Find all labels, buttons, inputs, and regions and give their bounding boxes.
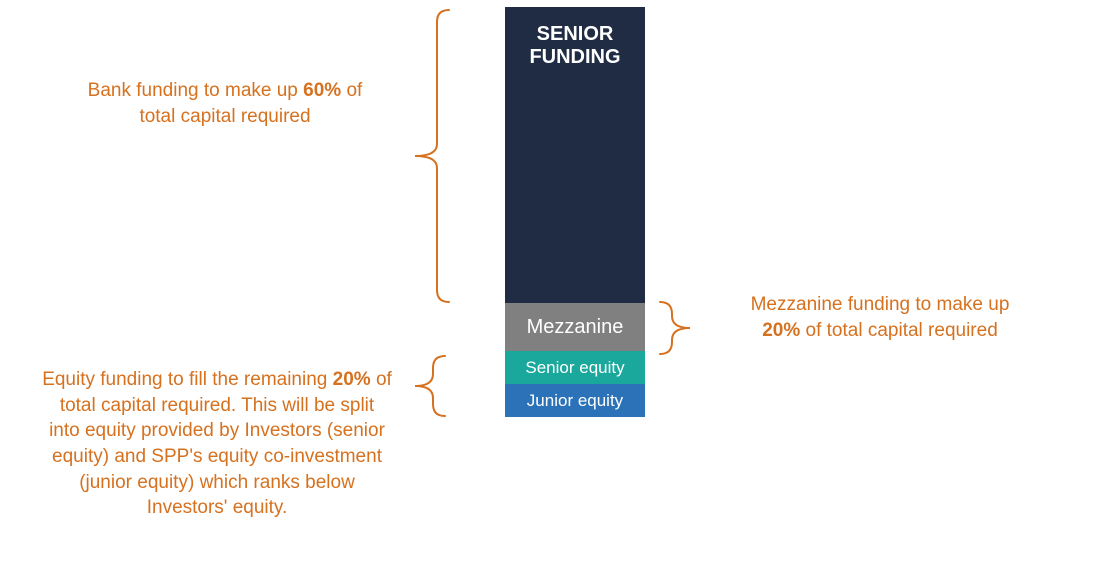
callout-text-pre: Equity funding to fill the remaining bbox=[42, 369, 332, 390]
segment-label: Junior equity bbox=[527, 391, 623, 411]
callout-equity: Equity funding to fill the remaining 20%… bbox=[42, 367, 392, 521]
callout-text-pre: Mezzanine funding to make up bbox=[751, 294, 1010, 315]
brace-left-senior bbox=[415, 10, 449, 302]
segment-junior-equity: Junior equity bbox=[505, 384, 645, 417]
brace-left-equity bbox=[415, 356, 445, 416]
callout-text-post: of total capital required. This will be … bbox=[49, 369, 392, 518]
callout-bold: 20% bbox=[762, 320, 800, 341]
callout-text-post: of total capital required bbox=[800, 320, 998, 341]
callout-mezzanine: Mezzanine funding to make up 20% of tota… bbox=[750, 292, 1010, 343]
segment-mezzanine: Mezzanine bbox=[505, 303, 645, 351]
callout-bank: Bank funding to make up 60% of total cap… bbox=[80, 78, 370, 129]
segment-senior-equity: Senior equity bbox=[505, 351, 645, 384]
segment-senior-funding: SENIORFUNDING bbox=[505, 7, 645, 303]
capital-stack: SENIORFUNDING Mezzanine Senior equity Ju… bbox=[505, 7, 645, 417]
brace-right-mezz bbox=[660, 302, 690, 354]
segment-label: SENIORFUNDING bbox=[529, 23, 620, 69]
segment-label: Mezzanine bbox=[527, 316, 624, 339]
callout-text-pre: Bank funding to make up bbox=[88, 80, 303, 101]
segment-label: Senior equity bbox=[525, 358, 624, 378]
callout-bold: 20% bbox=[333, 369, 371, 390]
callout-bold: 60% bbox=[303, 80, 341, 101]
